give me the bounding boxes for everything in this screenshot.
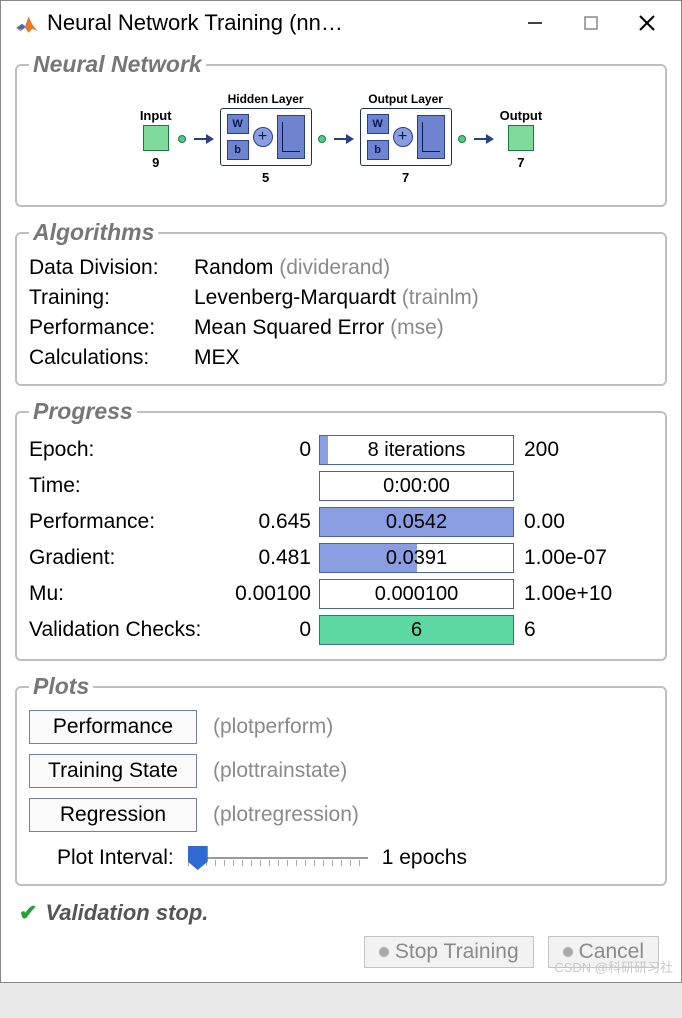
output-layer-label: Output Layer [368,92,443,106]
progress-text: 6 [411,619,422,642]
progress-min: 0 [219,438,319,462]
panel-legend: Plots [29,673,93,700]
progress-name: Gradient: [29,546,219,570]
bias-block: b [367,140,389,160]
progress-min: 0.645 [219,510,319,534]
progress-bar: 6 [319,615,514,645]
panel-legend: Neural Network [29,51,206,78]
input-count: 9 [152,155,159,170]
close-button[interactable] [633,9,661,37]
window-title: Neural Network Training (nn… [47,10,513,36]
progress-max: 1.00e+10 [514,582,653,606]
progress-bar: 8 iterations [319,435,514,465]
dot-icon [379,947,389,957]
plot-function-name: (plotregression) [213,803,359,827]
transfer-function-icon [417,115,445,159]
progress-name: Epoch: [29,438,219,462]
output-count: 7 [517,155,524,170]
neural-network-panel: Neural Network Input 9 Hidden Layer W [15,51,667,207]
output-layer-count: 7 [402,170,409,185]
progress-max: 6 [514,618,653,642]
hidden-layer-label: Hidden Layer [228,92,304,106]
nn-diagram: Input 9 Hidden Layer W b + [29,88,653,191]
progress-bar: 0.000100 [319,579,514,609]
algorithm-label: Calculations: [29,346,194,370]
plot-interval-slider[interactable] [188,848,368,868]
arrow-icon [334,138,352,140]
progress-panel: Progress Epoch:08 iterations200Time:0:00… [15,398,667,661]
status-text: Validation stop. [45,900,208,926]
plot-button[interactable]: Performance [29,710,197,744]
weight-block: W [227,114,249,134]
hidden-layer-box: W b + [220,108,312,166]
progress-text: 0:00:00 [383,475,450,498]
sum-icon: + [393,127,413,147]
progress-name: Validation Checks: [29,618,219,642]
plot-button[interactable]: Training State [29,754,197,788]
titlebar: Neural Network Training (nn… [1,1,681,43]
minimize-button[interactable] [521,9,549,37]
bias-block: b [227,140,249,160]
input-label: Input [140,108,172,123]
algorithm-label: Training: [29,286,194,310]
progress-max: 200 [514,438,653,462]
algorithms-panel: Algorithms Data Division:Random (divider… [15,219,667,386]
progress-text: 0.000100 [375,583,458,606]
algorithm-value: MEX [194,346,653,370]
progress-bar: 0.0391 [319,543,514,573]
arrow-icon [194,138,212,140]
algorithm-value: Mean Squared Error (mse) [194,316,653,340]
progress-min: 0.481 [219,546,319,570]
transfer-function-icon [277,115,305,159]
arrow-icon [474,138,492,140]
plot-function-name: (plottrainstate) [213,759,347,783]
progress-text: 0.0391 [386,547,447,570]
output-box [508,125,534,151]
check-icon: ✔ [19,900,37,926]
maximize-button[interactable] [577,9,605,37]
matlab-icon [13,10,39,36]
algorithm-value: Random (dividerand) [194,256,653,280]
stop-training-button[interactable]: Stop Training [364,936,534,968]
plot-function-name: (plotperform) [213,715,333,739]
progress-name: Mu: [29,582,219,606]
input-box [143,125,169,151]
panel-legend: Algorithms [29,219,158,246]
progress-text: 8 iterations [368,439,466,462]
status-row: ✔ Validation stop. [15,898,667,936]
output-label: Output [500,108,543,123]
algorithm-value: Levenberg-Marquardt (trainlm) [194,286,653,310]
weight-block: W [367,114,389,134]
plots-panel: Plots Performance (plotperform) Training S… [15,673,667,886]
algorithm-label: Data Division: [29,256,194,280]
progress-min: 0 [219,618,319,642]
plot-interval-value: 1 epochs [382,846,467,870]
connector-dot [458,135,466,143]
progress-max: 1.00e-07 [514,546,653,570]
progress-bar: 0:00:00 [319,471,514,501]
progress-name: Time: [29,474,219,498]
output-layer-box: W b + [360,108,452,166]
progress-min: 0.00100 [219,582,319,606]
progress-max: 0.00 [514,510,653,534]
panel-legend: Progress [29,398,137,425]
hidden-layer-count: 5 [262,170,269,185]
algorithm-label: Performance: [29,316,194,340]
progress-name: Performance: [29,510,219,534]
sum-icon: + [253,127,273,147]
progress-text: 0.0542 [386,511,447,534]
plot-interval-label: Plot Interval: [57,846,174,870]
dot-icon [563,947,573,957]
button-label: Stop Training [395,940,519,964]
connector-dot [318,135,326,143]
progress-bar: 0.0542 [319,507,514,537]
watermark: CSDN @科研研习社 [554,957,673,976]
plot-button[interactable]: Regression [29,798,197,832]
connector-dot [178,135,186,143]
